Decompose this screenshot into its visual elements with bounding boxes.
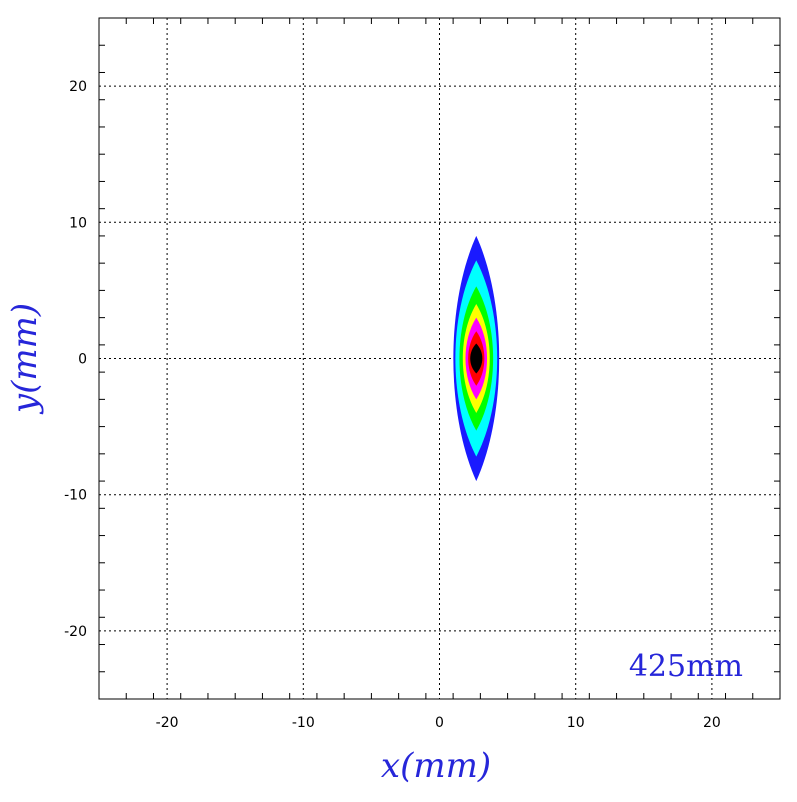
tick-layer [98,17,781,700]
x-tick-label: 20 [703,715,721,731]
grid-layer [99,18,780,699]
y-axis-title: y(mm) [5,303,45,415]
x-axis-title: x(mm) [381,746,491,786]
x-tick-label: 10 [567,715,585,731]
y-tick-label: -10 [64,488,87,504]
distance-annotation: 425mm [629,649,743,684]
y-tick-label: 10 [69,215,87,231]
y-tick-label: -20 [64,624,87,640]
y-tick-label: 0 [78,352,87,368]
x-tick-label: -20 [156,715,179,731]
beam-spot [453,235,500,482]
tick-label-layer: -20 -10 0 10 20 -20 -10 0 10 20 [64,79,721,731]
spot-contour-level-7 [470,343,483,374]
x-tick-label: 0 [435,715,444,731]
plot-frame [98,17,781,700]
plot-border [98,17,781,700]
y-tick-label: 20 [69,79,87,95]
x-tick-label: -10 [292,715,315,731]
